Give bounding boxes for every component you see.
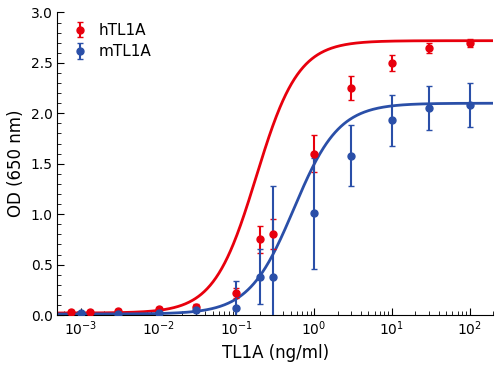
X-axis label: TL1A (ng/ml): TL1A (ng/ml) bbox=[222, 344, 329, 362]
Legend: hTL1A, mTL1A: hTL1A, mTL1A bbox=[65, 20, 154, 62]
Y-axis label: OD (650 nm): OD (650 nm) bbox=[7, 110, 25, 217]
